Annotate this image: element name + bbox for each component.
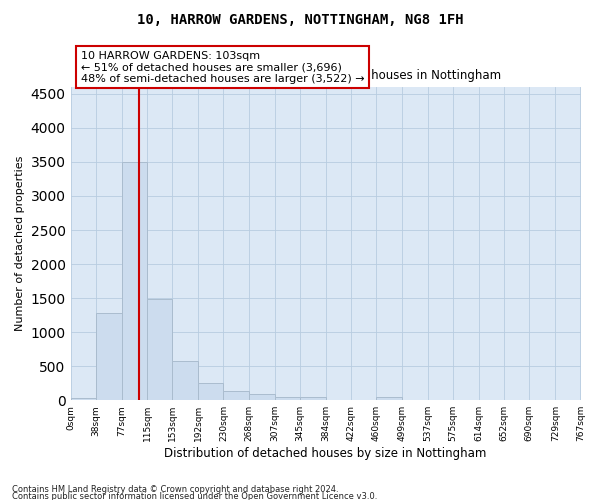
Text: Contains HM Land Registry data © Crown copyright and database right 2024.: Contains HM Land Registry data © Crown c… xyxy=(12,486,338,494)
Text: 10 HARROW GARDENS: 103sqm
← 51% of detached houses are smaller (3,696)
48% of se: 10 HARROW GARDENS: 103sqm ← 51% of detac… xyxy=(81,50,364,84)
Y-axis label: Number of detached properties: Number of detached properties xyxy=(15,156,25,332)
Bar xyxy=(223,390,249,400)
Bar xyxy=(376,397,403,400)
Bar xyxy=(275,397,300,400)
Text: Contains public sector information licensed under the Open Government Licence v3: Contains public sector information licen… xyxy=(12,492,377,500)
Bar xyxy=(71,398,96,400)
Bar xyxy=(172,362,198,400)
Title: Size of property relative to detached houses in Nottingham: Size of property relative to detached ho… xyxy=(150,68,501,82)
Bar xyxy=(122,162,147,400)
X-axis label: Distribution of detached houses by size in Nottingham: Distribution of detached houses by size … xyxy=(164,447,487,460)
Bar xyxy=(198,383,223,400)
Bar xyxy=(96,313,122,400)
Text: 10, HARROW GARDENS, NOTTINGHAM, NG8 1FH: 10, HARROW GARDENS, NOTTINGHAM, NG8 1FH xyxy=(137,12,463,26)
Bar xyxy=(249,394,275,400)
Bar xyxy=(300,397,326,400)
Bar xyxy=(147,300,172,400)
